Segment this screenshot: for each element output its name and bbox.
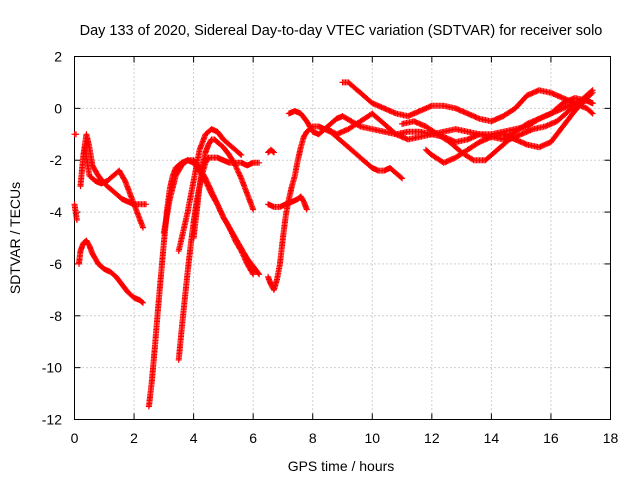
plus-markers <box>71 131 79 138</box>
plus-markers <box>145 157 263 410</box>
y-tick-label: -8 <box>50 308 63 324</box>
x-tick-labels: 0 2 4 6 8 10 12 14 16 18 <box>71 430 619 446</box>
chart-title: Day 133 of 2020, Sidereal Day-to-day VTE… <box>80 23 603 39</box>
y-tick-label: 0 <box>54 100 62 116</box>
plus-markers <box>175 126 245 254</box>
series-arc-3 <box>76 237 146 306</box>
grid-lines <box>74 56 611 420</box>
y-tick-label: -12 <box>42 412 62 428</box>
plus-markers <box>265 193 310 213</box>
y-tick-label: -10 <box>42 360 62 376</box>
series-arc-18 <box>422 89 596 166</box>
series-arc-2 <box>71 201 80 223</box>
y-tick-label: -4 <box>50 204 63 220</box>
y-tick-labels: -12 -10 -8 -6 -4 -2 0 2 <box>42 49 62 428</box>
series-arc-9 <box>190 136 257 241</box>
plus-markers <box>81 144 146 231</box>
plus-markers <box>265 123 406 293</box>
series-arc-13 <box>265 193 310 213</box>
plot-frame <box>74 56 611 420</box>
plus-markers <box>76 237 146 306</box>
y-tick-label: 2 <box>54 49 62 65</box>
plus-markers <box>190 136 257 241</box>
x-tick-label: 14 <box>484 430 500 446</box>
x-tick-label: 8 <box>309 430 317 446</box>
series-arc-5 <box>81 144 146 231</box>
x-tick-label: 12 <box>424 430 440 446</box>
x-tick-label: 18 <box>603 430 619 446</box>
data-series <box>71 79 596 410</box>
series-arc-12 <box>265 146 278 156</box>
x-tick-label: 10 <box>364 430 380 446</box>
series-arc-11 <box>265 123 406 293</box>
y-tick-label: -2 <box>50 152 63 168</box>
x-tick-label: 2 <box>130 430 138 446</box>
x-tick-label: 16 <box>543 430 559 446</box>
series-arc-10 <box>175 126 245 254</box>
plus-markers <box>422 89 596 166</box>
series-arc-6 <box>145 157 263 410</box>
x-tick-label: 6 <box>249 430 257 446</box>
series-arc-1 <box>71 131 79 138</box>
x-tick-label: 4 <box>190 430 198 446</box>
y-tick-label: -6 <box>50 256 63 272</box>
x-axis-label: GPS time / hours <box>288 458 395 474</box>
y-axis-label: SDTVAR / TECUs <box>7 182 23 294</box>
plus-markers <box>71 201 80 223</box>
x-tick-label: 0 <box>71 430 79 446</box>
plus-markers <box>265 146 278 156</box>
